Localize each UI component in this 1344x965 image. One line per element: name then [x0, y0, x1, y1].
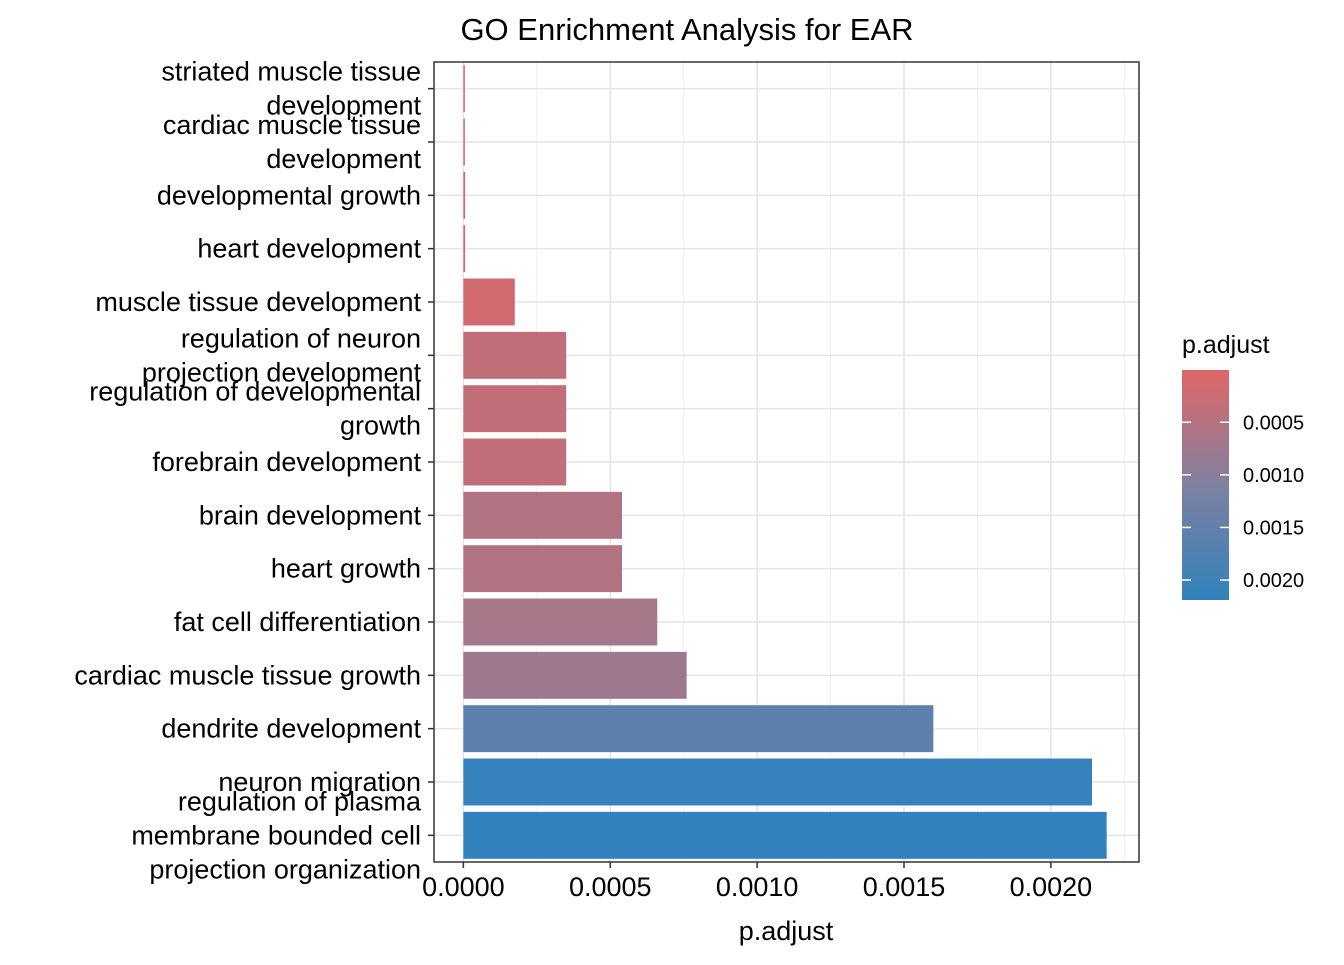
bar — [463, 438, 567, 486]
y-tick-label: muscle tissue development — [95, 287, 421, 317]
legend-tick-label: 0.0015 — [1243, 517, 1304, 539]
y-tick-label: regulation of plasma membrane bounded cel… — [131, 786, 422, 884]
bars — [463, 65, 1107, 859]
x-tick-label: 0.0010 — [716, 872, 799, 902]
legend-colorbar — [1182, 370, 1229, 600]
x-tick-label: 0.0015 — [863, 872, 946, 902]
legend-ticks: 0.0005 0.0010 0.0015 0.0020 — [1182, 412, 1304, 592]
y-tick-label: forebrain development — [152, 447, 421, 477]
bar — [463, 385, 567, 433]
bar — [463, 651, 687, 699]
bar — [463, 331, 567, 379]
y-tick-label: developmental growth — [157, 180, 421, 210]
y-tick-label: cardiac muscle tissue growth — [74, 660, 421, 690]
y-tick-label: neuron migration — [218, 767, 421, 797]
y-tick-label: fat cell differentiation — [174, 607, 421, 637]
x-tick-label: 0.0020 — [1010, 872, 1093, 902]
y-axis: striated muscle tissue developmentcardiac… — [74, 57, 434, 884]
legend-tick-label: 0.0005 — [1243, 412, 1304, 434]
legend: p.adjust 0.0005 0.0010 0.0015 0.0020 — [1182, 331, 1304, 600]
x-axis-title: p.adjust — [739, 916, 834, 946]
x-tick-label: 0.0005 — [569, 872, 652, 902]
y-tick-label: cardiac muscle tissue development — [163, 110, 422, 174]
bar — [463, 705, 934, 753]
y-tick-label: dendrite development — [161, 714, 421, 744]
y-tick-label: regulation of neuron projection developme… — [142, 323, 422, 387]
bar — [463, 118, 465, 166]
legend-tick-label: 0.0020 — [1243, 570, 1304, 592]
y-tick-label: heart development — [197, 234, 421, 264]
bar — [463, 225, 466, 273]
chart-title: GO Enrichment Analysis for EAR — [460, 12, 913, 47]
legend-tick-label: 0.0010 — [1243, 465, 1304, 487]
y-tick-label: striated muscle tissue development — [161, 57, 421, 121]
y-tick-label: heart growth — [271, 554, 421, 584]
bar — [463, 278, 515, 326]
y-tick-label: brain development — [199, 500, 422, 530]
bar — [463, 598, 658, 646]
bar — [463, 65, 465, 113]
bar — [463, 545, 622, 593]
bar — [463, 171, 466, 219]
bar — [463, 491, 622, 539]
legend-title: p.adjust — [1182, 331, 1270, 359]
bar — [463, 811, 1107, 859]
x-tick-label: 0.0000 — [422, 872, 505, 902]
x-axis: 0.0000 0.0005 0.0010 0.0015 0.0020 — [422, 862, 1092, 902]
bar — [463, 758, 1092, 806]
y-tick-label: regulation of developmental growth — [89, 377, 421, 441]
